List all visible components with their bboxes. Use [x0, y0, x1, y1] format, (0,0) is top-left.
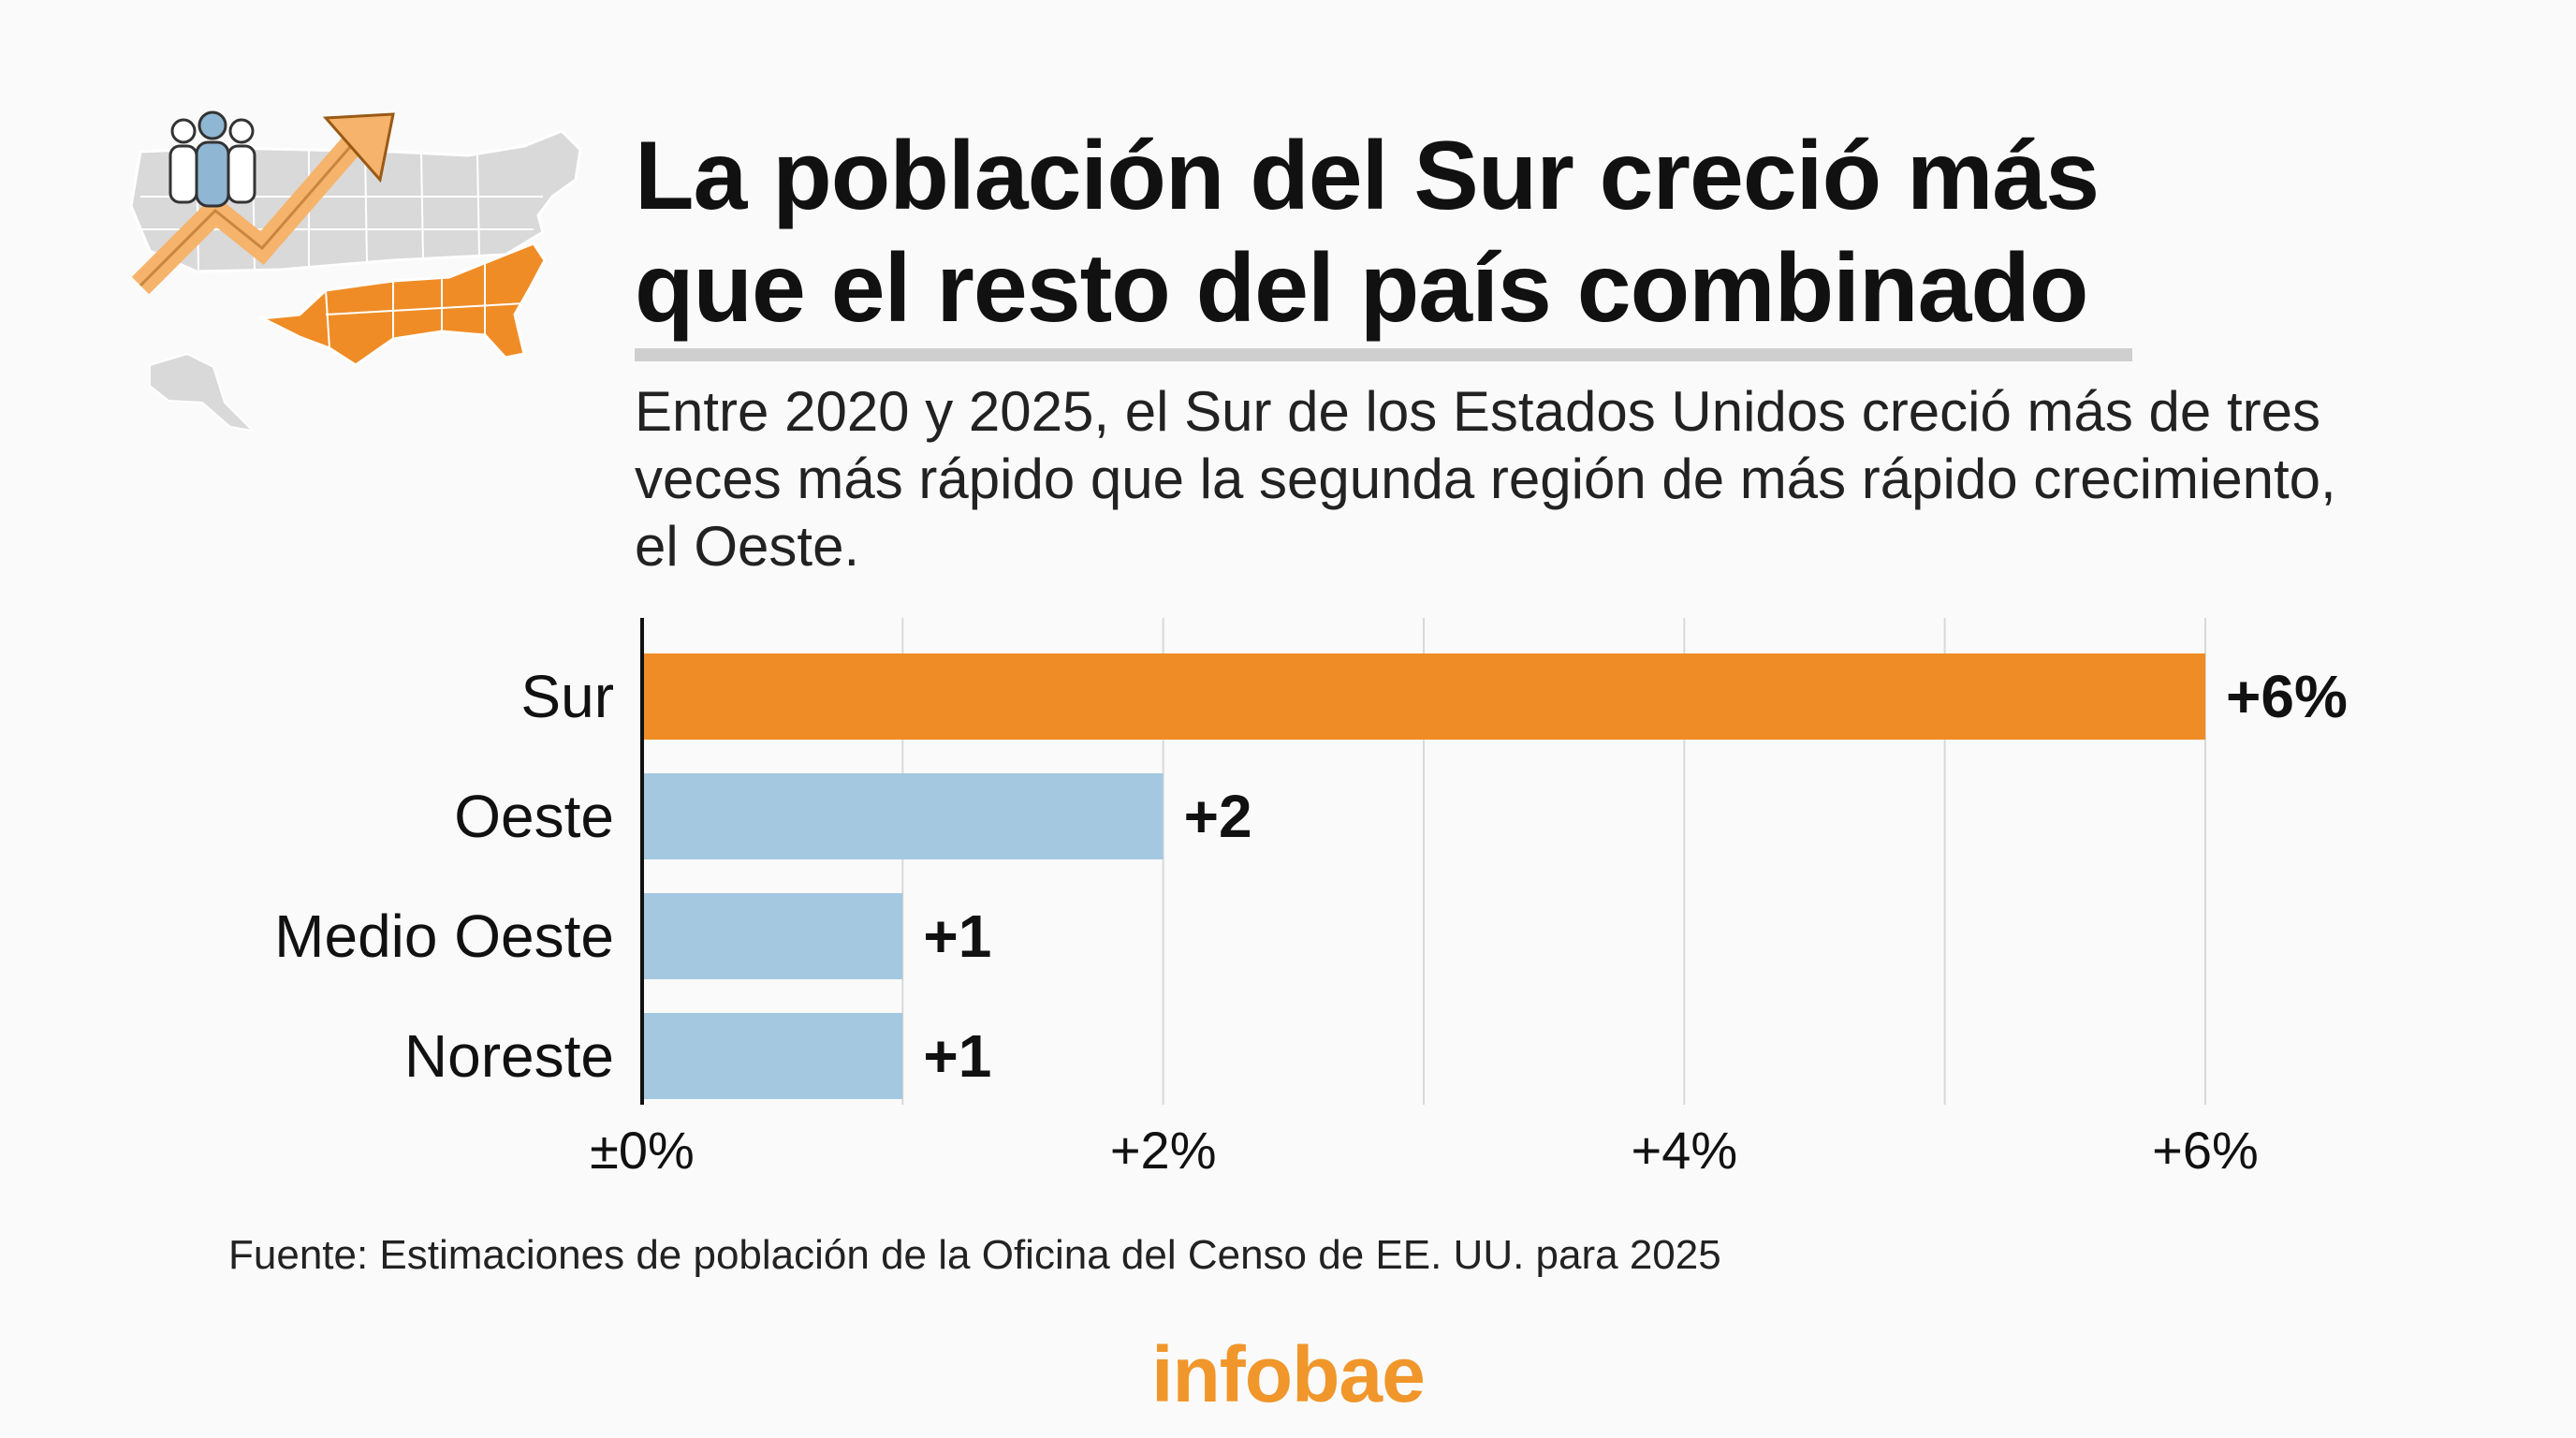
data-label: +2	[1184, 783, 1252, 850]
x-tick-label: +4%	[1632, 1121, 1738, 1180]
data-label: +1	[923, 902, 991, 970]
header-illustration	[112, 94, 599, 459]
category-label: Sur	[520, 663, 614, 730]
page-title: La población del Sur creció más que el r…	[635, 122, 2100, 343]
bar	[642, 653, 2205, 740]
bar-chart: Sur +6% Oeste +2 Medio Oeste +1 Noreste +1 ±0% +2…	[0, 609, 2576, 1208]
title-underline	[635, 348, 2132, 361]
bar	[642, 893, 903, 979]
infobae-logo: infobae	[1151, 1330, 1426, 1418]
category-label: Medio Oeste	[274, 902, 614, 970]
x-tick-label: +6%	[2152, 1121, 2259, 1180]
data-label: +1	[923, 1022, 991, 1090]
chart-svg: Sur +6% Oeste +2 Medio Oeste +1 Noreste +1 ±0% +2…	[274, 618, 2348, 1180]
source-note: Fuente: Estimaciones de población de la …	[228, 1232, 1721, 1278]
bar	[642, 1013, 903, 1099]
data-label: +6%	[2226, 663, 2348, 730]
growth-arrow-icon	[131, 112, 395, 295]
subtitle: Entre 2020 y 2025, el Sur de los Estados…	[635, 380, 2336, 578]
category-label: Oeste	[454, 783, 614, 850]
x-tick-label: +2%	[1110, 1121, 1217, 1180]
people-icon	[168, 110, 256, 208]
us-map-icon	[129, 110, 582, 433]
category-label: Noreste	[404, 1022, 614, 1090]
bar	[642, 773, 1164, 859]
x-tick-label: ±0%	[590, 1121, 695, 1180]
